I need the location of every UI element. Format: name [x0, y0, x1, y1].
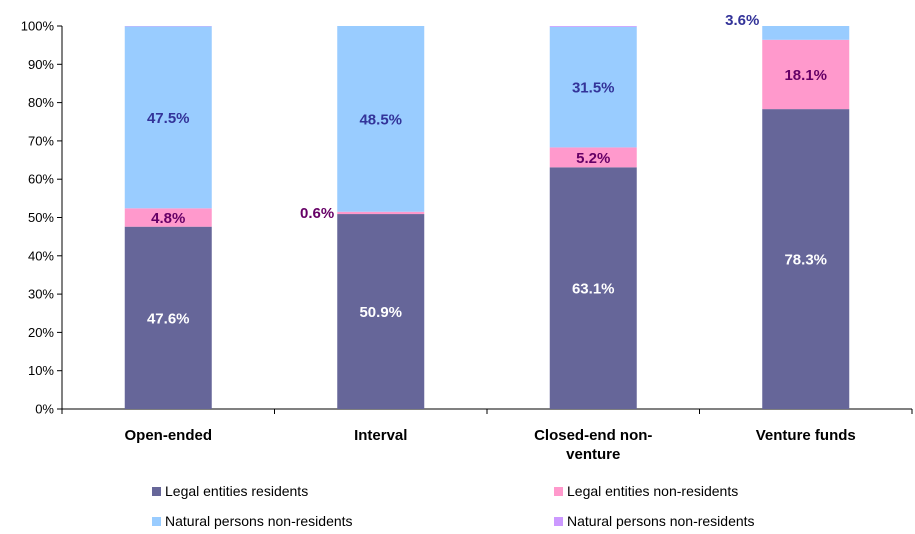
legend-swatch — [152, 517, 161, 526]
data-label: 5.2% — [576, 150, 610, 167]
bar-segment-2 — [762, 26, 850, 40]
legend: Legal entities residents Legal entities n… — [152, 483, 755, 529]
x-axis — [61, 408, 913, 414]
data-labels: 47.6% 4.8% 47.5% 50.9% 0.6% 48.5% 63.1% 5.2% 31.… — [147, 12, 827, 327]
y-tick-label: 20% — [28, 325, 54, 340]
category-label: Venture funds — [756, 427, 856, 444]
category-label: venture — [566, 446, 620, 463]
y-tick-label: 40% — [28, 248, 54, 263]
y-axis: 0% 10% 20% 30% 40% 50% 60% 70% 80% 90% 100% — [21, 19, 63, 417]
bar-segment-0 — [549, 167, 637, 409]
data-label: 31.5% — [572, 80, 615, 97]
bar-segment-1 — [549, 147, 637, 168]
data-label: 4.8% — [151, 210, 185, 227]
bar-segment-2 — [337, 26, 425, 212]
legend-label: Natural persons non-residents — [165, 513, 353, 529]
bar-segment-1 — [762, 39, 850, 110]
bar-segment-2 — [549, 26, 637, 148]
y-tick-label: 30% — [28, 287, 54, 302]
y-tick-label: 0% — [35, 402, 54, 417]
legend-swatch — [554, 517, 563, 526]
y-tick-label: 80% — [28, 95, 54, 110]
data-label: 48.5% — [359, 111, 402, 128]
data-label: 3.6% — [725, 12, 759, 29]
data-label: 47.6% — [147, 310, 190, 327]
y-tick-label: 50% — [28, 210, 54, 225]
bar-segment-0 — [337, 214, 425, 409]
y-tick-label: 90% — [28, 57, 54, 72]
legend-swatch — [152, 487, 161, 496]
bar-segment-3 — [549, 26, 637, 27]
category-label: Closed-end non- — [534, 427, 652, 444]
bar-segment-0 — [124, 226, 212, 409]
category-label: Open-ended — [124, 427, 212, 444]
category-label: Interval — [354, 427, 407, 444]
legend-label: Legal entities residents — [165, 483, 308, 499]
data-label: 50.9% — [359, 304, 402, 321]
bar-segment-1 — [337, 211, 425, 215]
data-label: 78.3% — [784, 252, 827, 269]
y-tick-label: 70% — [28, 133, 54, 148]
data-label: 47.5% — [147, 110, 190, 127]
bars — [124, 26, 850, 410]
bar-segment-0 — [762, 109, 850, 410]
y-tick-label: 10% — [28, 363, 54, 378]
legend-label: Legal entities non-residents — [567, 483, 738, 499]
category-labels: Open-ended Interval Closed-end non-venture… — [124, 427, 855, 463]
data-label: 63.1% — [572, 281, 615, 298]
y-tick-label: 100% — [21, 19, 55, 34]
bar-segment-1 — [124, 208, 212, 227]
legend-swatch — [554, 487, 563, 496]
legend-label: Natural persons non-residents — [567, 513, 755, 529]
y-tick-label: 60% — [28, 172, 54, 187]
bar-segment-2 — [124, 26, 212, 209]
data-label: 0.6% — [300, 205, 334, 222]
data-label: 18.1% — [784, 67, 827, 84]
